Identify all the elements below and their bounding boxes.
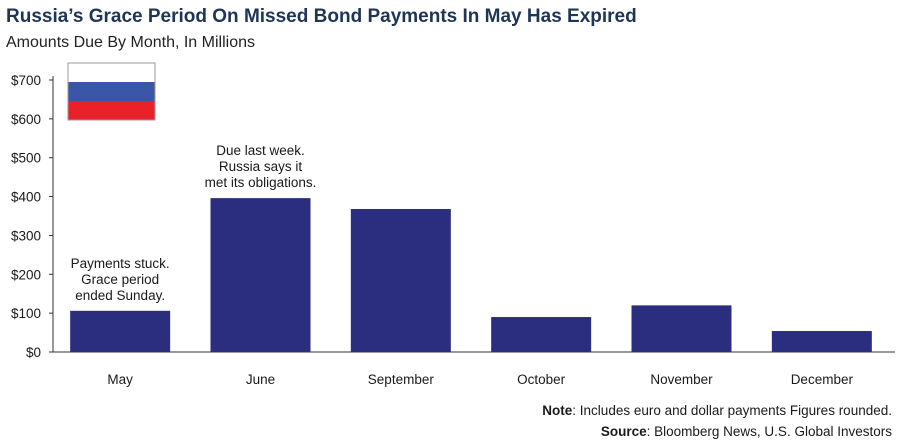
x-tick-label: June <box>246 372 275 387</box>
y-tick-label: $500 <box>11 151 41 166</box>
y-tick-label: $0 <box>26 345 41 360</box>
flag-stripe <box>68 63 155 82</box>
source-label: Source <box>600 424 647 439</box>
annotation-text: Due last week. <box>216 143 305 158</box>
bar-november <box>631 305 732 352</box>
flag-stripe <box>68 101 155 120</box>
chart-subtitle: Amounts Due By Month, In Millions <box>6 34 255 51</box>
bar-september <box>350 209 451 352</box>
russia-flag-icon <box>67 62 156 121</box>
x-tick-label: October <box>517 372 566 387</box>
y-tick-label: $200 <box>11 267 41 282</box>
chart-footer: Note: Includes euro and dollar payments … <box>292 400 892 442</box>
bar-may <box>70 310 171 352</box>
annotation-text: Grace period <box>81 272 159 287</box>
x-axis-labels: May June September October November December <box>107 372 853 387</box>
bar-october <box>491 317 592 352</box>
y-tick-label: $700 <box>11 73 41 88</box>
bar-chart: $0 $100 $200 $300 $400 $500 $600 $700 May June Se… <box>11 62 895 387</box>
x-tick-label: May <box>107 372 133 387</box>
note-label: Note <box>542 403 573 418</box>
flag-border <box>67 62 156 121</box>
y-tick-label: $400 <box>11 190 41 205</box>
bar-june <box>210 198 311 352</box>
x-tick-label: November <box>650 372 713 387</box>
x-tick-label: September <box>368 372 435 387</box>
note-text: : Includes euro and dollar payments Figu… <box>572 403 892 418</box>
chart-title: Russia’s Grace Period On Missed Bond Pay… <box>6 6 637 27</box>
x-tick-label: December <box>791 372 854 387</box>
y-axis: $0 $100 $200 $300 $400 $500 $600 $700 <box>11 73 895 360</box>
note-line: Note: Includes euro and dollar payments … <box>292 400 892 421</box>
annotation-text: ended Sunday. <box>75 288 165 303</box>
y-tick-label: $300 <box>11 228 41 243</box>
source-line: Source: Bloomberg News, U.S. Global Inve… <box>292 421 892 442</box>
bar-december <box>771 331 872 352</box>
annotation-text: Payments stuck. <box>71 256 170 271</box>
y-tick-label: $600 <box>11 112 41 127</box>
annotation-text: met its obligations. <box>205 175 317 190</box>
annotation-text: Russia says it <box>219 159 303 174</box>
source-text: : Bloomberg News, U.S. Global Investors <box>646 424 892 439</box>
bars <box>70 198 872 352</box>
flag-stripe <box>68 82 155 101</box>
y-tick-label: $100 <box>11 306 41 321</box>
